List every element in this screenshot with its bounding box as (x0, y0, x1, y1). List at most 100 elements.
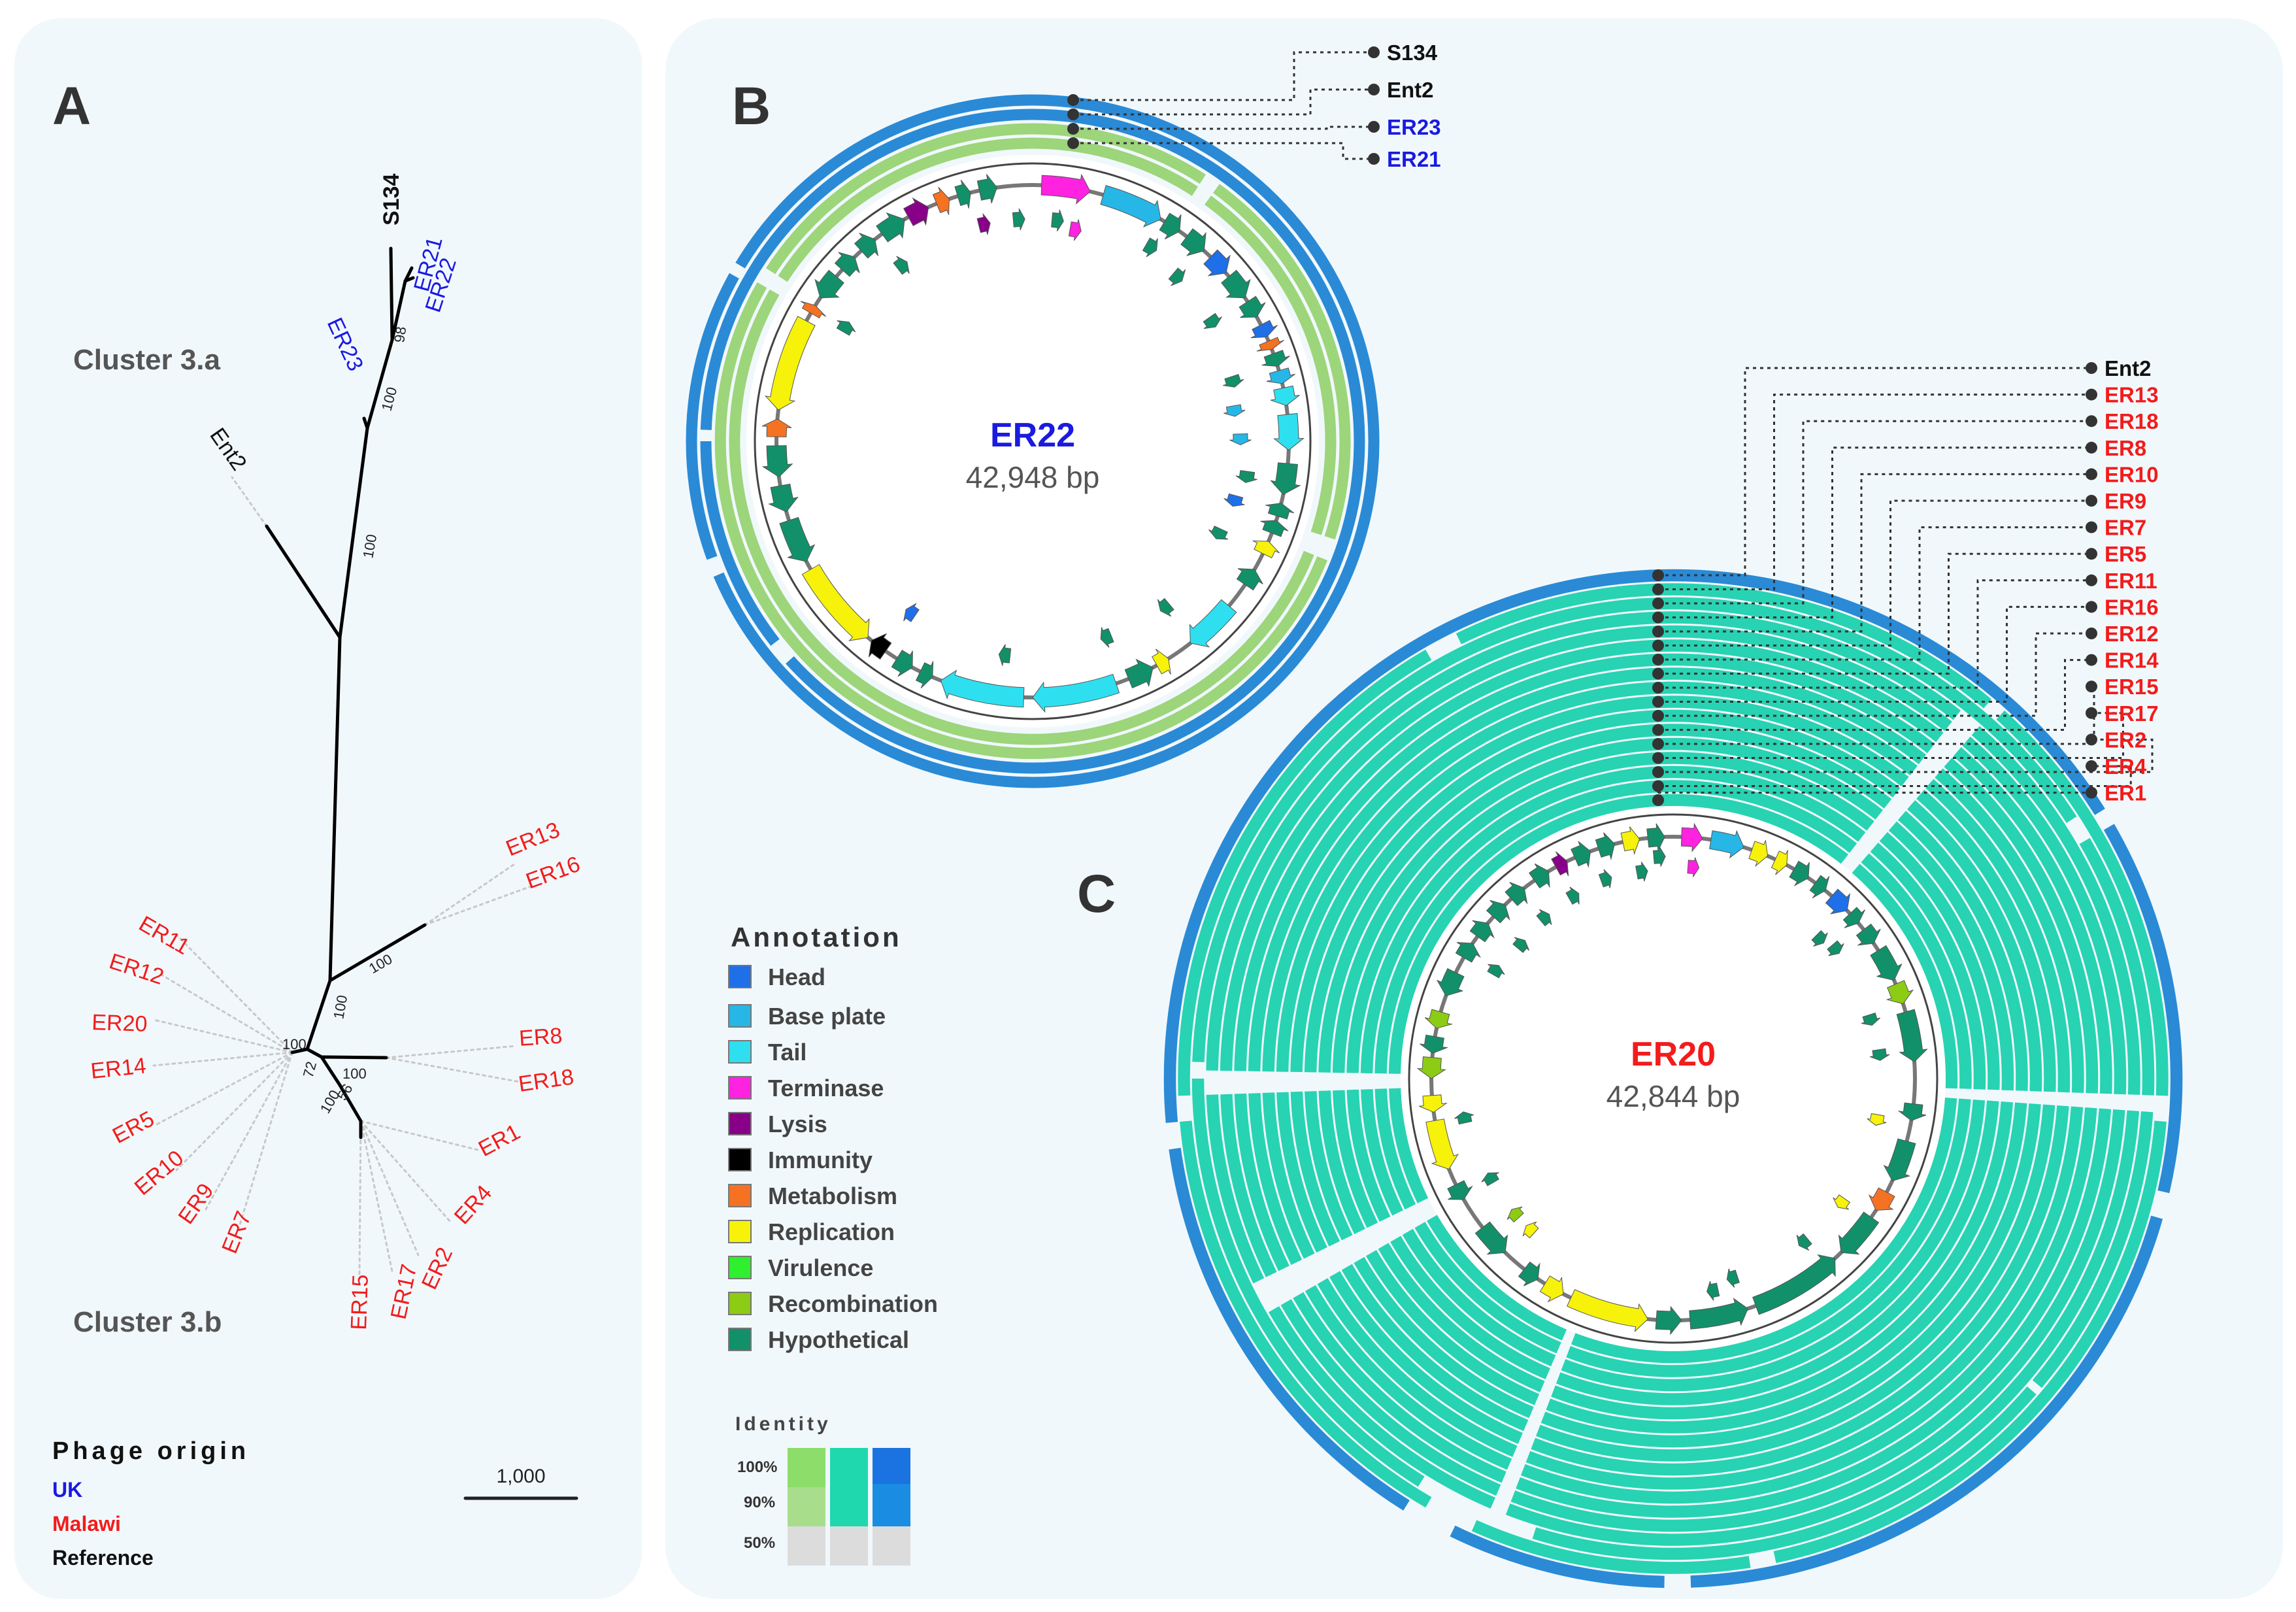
ring-er18 (1532, 1386, 2037, 1560)
ring-ent2 (786, 109, 1365, 774)
gene-arrow-hypothetical (1752, 1254, 1836, 1315)
gene-arrow-hypothetical (876, 212, 905, 243)
ring-er11 (1276, 681, 1674, 1072)
ring-label-dot (2086, 574, 2097, 586)
gene-arrow-head (1223, 493, 1245, 507)
ring-er16 (1341, 1264, 1529, 1432)
gene-arrow-replication (1771, 850, 1788, 875)
ring-er13 (1773, 1120, 2167, 1564)
gene-arrow-hypothetical (1512, 937, 1530, 953)
gene-arrow-hypothetical (1809, 875, 1830, 899)
er22-inner-disc (746, 155, 1319, 728)
ring-er18 (1192, 597, 1674, 1062)
er20-outline (1408, 813, 1938, 1344)
ring-connector-dot (1652, 639, 1664, 652)
gene-arrow-hypothetical (854, 233, 878, 259)
ring-er9 (1234, 1093, 1289, 1271)
ring-er5 (1935, 768, 2084, 1093)
identity-gray-swatch (873, 1526, 910, 1566)
legend-swatch-immunity (728, 1148, 752, 1171)
ring-er12 (1305, 1091, 1353, 1241)
ring-label-dot (2086, 415, 2097, 428)
ring-er8 (1206, 611, 1674, 1071)
ring-er10 (1280, 1299, 1501, 1496)
ring-er10 (1220, 1094, 1277, 1277)
ring-er5 (1262, 1092, 1315, 1259)
ring-label-dot (2086, 601, 2097, 613)
ring-er13 (1996, 710, 2169, 1096)
gene-arrow-hypothetical (779, 516, 816, 562)
ring-er2 (1561, 1100, 1986, 1392)
legend-label-lysis: Lysis (768, 1111, 827, 1137)
ring-er1 (1571, 1098, 1957, 1364)
er20-inner-disc (1401, 806, 1946, 1351)
gene-arrow-hypothetical (834, 252, 860, 277)
ring-er11 (1925, 779, 2071, 1093)
ring-er7 (1944, 758, 2099, 1094)
ring-label-er21: ER21 (1387, 147, 1441, 171)
gene-arrow-base-plate (1100, 185, 1161, 227)
ring-connector-line (1073, 126, 1374, 130)
gene-arrow-replication (1539, 1275, 1564, 1303)
ring-er12 (1672, 709, 1901, 798)
gene-arrow-terminase (1040, 173, 1091, 205)
gene-arrow-base-plate (1223, 404, 1246, 417)
ring-er10 (1672, 625, 1952, 731)
gene-arrow-hypothetical (1239, 295, 1266, 318)
er20-genome-rings (1163, 569, 2183, 1588)
ring-er15 (1332, 737, 1674, 1073)
ring-ent2 (2103, 824, 2183, 1194)
gene-arrow-hypothetical (761, 445, 793, 478)
identity-50: 50% (744, 1534, 775, 1552)
legend-swatch-hypothetical (728, 1328, 752, 1351)
gene-arrow-hypothetical (768, 483, 799, 512)
er20-center-name: ER20 (1631, 1035, 1716, 1073)
legend-label-metabolism: Metabolism (768, 1183, 897, 1209)
ring-er12 (1354, 1256, 1534, 1419)
ring-er23 (714, 282, 1328, 760)
ring-er23 (1212, 184, 1351, 540)
ring-label-dot (1368, 153, 1380, 165)
gene-arrow-hypothetical (1157, 597, 1174, 617)
gene-arrow-hypothetical (1486, 899, 1510, 924)
er22-ring-connectors: S134 Ent2 ER23 ER21 (1067, 41, 1441, 171)
ring-label-dot (1368, 84, 1380, 95)
ring-er13 (1672, 583, 1992, 709)
legend-label-hypothetical: Hypothetical (768, 1326, 909, 1353)
scale-bar-label: 1,000 (496, 1466, 545, 1487)
gene-arrow-hypothetical (1598, 869, 1612, 888)
gene-arrow-hypothetical (1100, 627, 1114, 648)
gene-arrow-tail (1273, 412, 1305, 451)
ring-ent2 (1450, 1525, 1665, 1588)
tip-label-er15: ER15 (346, 1274, 373, 1330)
annotation-title: Annotation (731, 922, 902, 952)
gene-arrow-hypothetical (1635, 862, 1648, 882)
ring-label-er2: ER2 (2105, 728, 2146, 752)
gene-arrow-hypothetical (1454, 1111, 1474, 1125)
ring-connector-line (1658, 685, 2095, 745)
ring-er2 (1870, 843, 1986, 1090)
gene-arrow-hypothetical (1235, 470, 1257, 483)
ring-er21 (778, 137, 1033, 282)
ring-er8 (1505, 1110, 2140, 1546)
gene-arrow-hypothetical (1861, 1012, 1880, 1026)
ring-label-er16: ER16 (2105, 595, 2159, 619)
gene-arrow-head (903, 603, 920, 622)
ring-label-er1: ER1 (2105, 781, 2146, 805)
ring-er18 (1191, 1078, 1425, 1487)
ring-er17 (1390, 1235, 1550, 1380)
ring-label-er13: ER13 (2105, 383, 2159, 407)
ring-er13 (1471, 1520, 1751, 1574)
identity-blue-swatch (873, 1448, 910, 1484)
legend-label-replication: Replication (768, 1218, 895, 1245)
cluster-3b-label: Cluster 3.b (73, 1306, 222, 1338)
gene-arrow-hypothetical (893, 256, 910, 275)
gene-arrow-metabolism (800, 301, 826, 319)
ring-er5 (1262, 667, 1674, 1072)
ring-er17 (1346, 752, 1674, 1073)
ring-label-er11: ER11 (2105, 569, 2157, 593)
ring-label-er14: ER14 (2105, 648, 2159, 673)
ring-er10 (1220, 625, 1674, 1071)
ring-ent2 (700, 109, 1033, 430)
gene-arrow-hypothetical (1455, 942, 1482, 963)
